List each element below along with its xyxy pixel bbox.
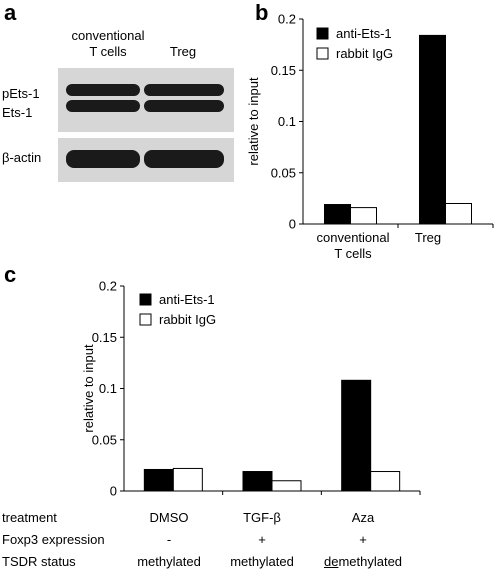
- chart-c-y-tick-label-0: 0: [110, 484, 117, 499]
- chart-c-legend-label-0: anti-Ets-1: [159, 292, 215, 307]
- treatment-aza: Aza: [351, 510, 375, 525]
- chart-b-category-conventional: conventional: [316, 230, 390, 245]
- panel-b-letter: b: [255, 0, 269, 25]
- chart-c-bar-anti-ets1-2: [341, 379, 372, 492]
- chart-b-y-tick-label-3: 0.15: [271, 63, 296, 78]
- tsdr-tgf-beta: methylated: [230, 554, 294, 569]
- row-label-tsdr: TSDR status: [2, 554, 76, 569]
- treatment-dmso: DMSO: [149, 510, 189, 525]
- chart-b-y-axis-label: relative to input: [246, 77, 261, 166]
- chart-b-legend-label-0: anti-Ets-1: [336, 26, 392, 41]
- band-label-pets1: pEts-1: [2, 86, 40, 101]
- chart-c-bar-anti-ets1-0: [143, 468, 174, 492]
- row-label-foxp3: Foxp3 expression: [2, 532, 105, 547]
- row-label-treatment: treatment: [2, 510, 57, 525]
- actin-band-conventional: [66, 150, 140, 168]
- chart-b-bar-anti-ets1-1: [419, 34, 446, 225]
- treatment-tgf-beta: TGF-β: [243, 510, 281, 525]
- chart-b-legend-swatch-1: [316, 47, 329, 60]
- chart-c-bar-anti-ets1-1: [242, 471, 273, 492]
- chart-c-legend-swatch-0: [139, 293, 152, 306]
- chart-c-y-axis-label: relative to input: [81, 344, 96, 433]
- panel-a-letter: a: [4, 0, 17, 25]
- band-label-beta-actin: β-actin: [2, 150, 42, 165]
- chart-c-y-tick-label-2: 0.1: [99, 381, 117, 396]
- chart-b-bar-rabbit-igg-0: [350, 207, 377, 225]
- chart-c-legend-swatch-1: [139, 313, 152, 326]
- band-label-ets1: Ets-1: [2, 105, 33, 120]
- actin-band-treg: [144, 150, 224, 168]
- tsdr-dmso: methylated: [137, 554, 201, 569]
- chart-b-legend-swatch-0: [316, 27, 329, 40]
- chart-c-y-tick-label-1: 0.05: [92, 432, 117, 447]
- panel-c-letter: c: [4, 262, 17, 287]
- lane-label-t-cells: T cells: [89, 44, 127, 59]
- foxp3-dmso: -: [166, 532, 172, 547]
- chart-c-bar-rabbit-igg-1: [271, 480, 302, 492]
- chart-b-bar-anti-ets1-0: [324, 204, 351, 225]
- tsdr-aza: demethylated: [313, 554, 413, 569]
- chart-c-y-tick-label-3: 0.15: [92, 330, 117, 345]
- ets1-blot-image: [58, 68, 234, 132]
- chart-b-y-tick-label-0: 0: [289, 217, 296, 232]
- ets1-band-conventional: [66, 100, 140, 112]
- chart-b-y-tick-label-2: 0.1: [278, 114, 296, 129]
- chart-b-legend-label-1: rabbit IgG: [336, 46, 393, 61]
- foxp3-aza: +: [359, 532, 367, 547]
- lane-label-treg: Treg: [169, 44, 197, 59]
- chart-b-y-tick-label-4: 0.2: [278, 12, 296, 27]
- lane-label-conventional: conventional: [71, 28, 145, 43]
- chart-b-category-t-cells: T cells: [334, 246, 372, 261]
- chart-c-bar-rabbit-igg-2: [370, 471, 401, 492]
- pets1-band-conventional: [66, 84, 140, 96]
- foxp3-tgf-beta: +: [258, 532, 266, 547]
- chart-c-bar-rabbit-igg-0: [172, 467, 203, 492]
- tsdr-aza-underlined-prefix: de: [323, 554, 339, 569]
- ets1-band-treg: [144, 100, 224, 112]
- tsdr-aza-rest: methylated: [338, 554, 403, 569]
- chart-b-category-treg: Treg: [414, 230, 442, 245]
- chart-b-bar-rabbit-igg-1: [445, 203, 472, 225]
- pets1-band-treg: [144, 84, 224, 96]
- chart-b-y-tick-label-1: 0.05: [271, 165, 296, 180]
- chart-c-legend-label-1: rabbit IgG: [159, 312, 216, 327]
- chart-c-y-tick-label-4: 0.2: [99, 279, 117, 294]
- beta-actin-blot-image: [58, 138, 234, 182]
